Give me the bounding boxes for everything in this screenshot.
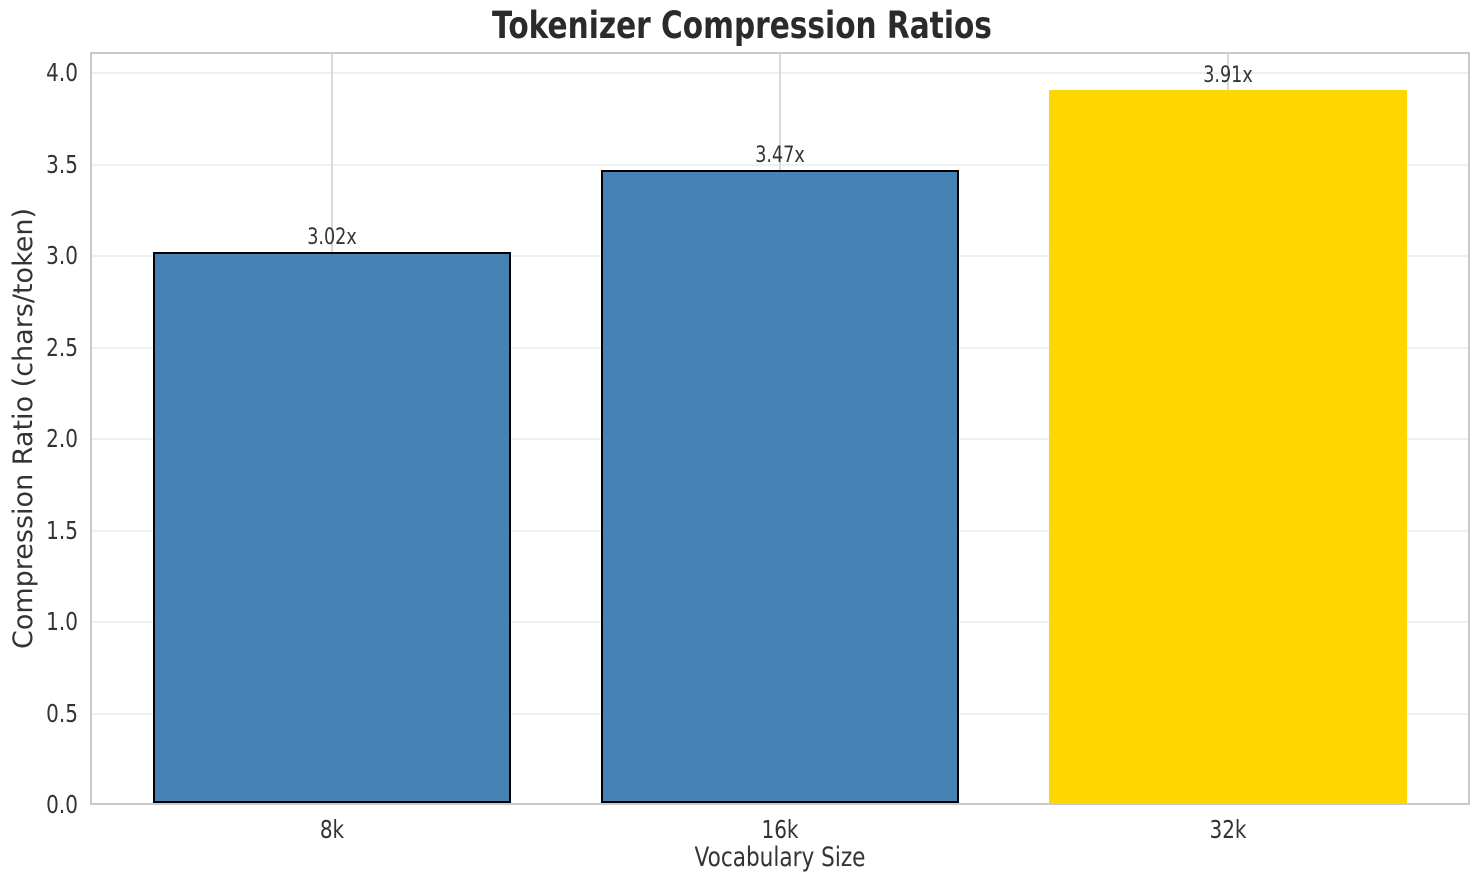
y-tick-label: 4.0	[46, 58, 78, 88]
bar-8k	[152, 252, 512, 803]
y-tick-label: 0.5	[46, 698, 78, 728]
bar-16k	[600, 170, 960, 803]
chart-title: Tokenizer Compression Ratios	[492, 4, 992, 47]
x-tick-label: 32k	[1209, 815, 1247, 844]
y-tick-label: 3.0	[46, 241, 78, 271]
x-tick-label: 16k	[761, 815, 799, 844]
y-tick-label: 1.0	[46, 607, 78, 636]
y-tick-label: 1.5	[46, 515, 78, 545]
bar-value-label: 3.47x	[755, 143, 805, 169]
y-tick-label: 0.0	[46, 790, 78, 819]
y-tick-label: 3.5	[46, 149, 78, 179]
bar-value-label: 3.02x	[307, 225, 357, 251]
x-axis-label: Vocabulary Size	[694, 842, 866, 873]
bar-value-label: 3.91x	[1203, 62, 1253, 88]
x-tick-label: 8k	[319, 815, 345, 844]
plot-area	[90, 52, 1470, 805]
bar-32k	[1048, 89, 1408, 803]
y-tick-label: 2.5	[46, 332, 78, 362]
y-tick-label: 2.0	[46, 424, 78, 454]
